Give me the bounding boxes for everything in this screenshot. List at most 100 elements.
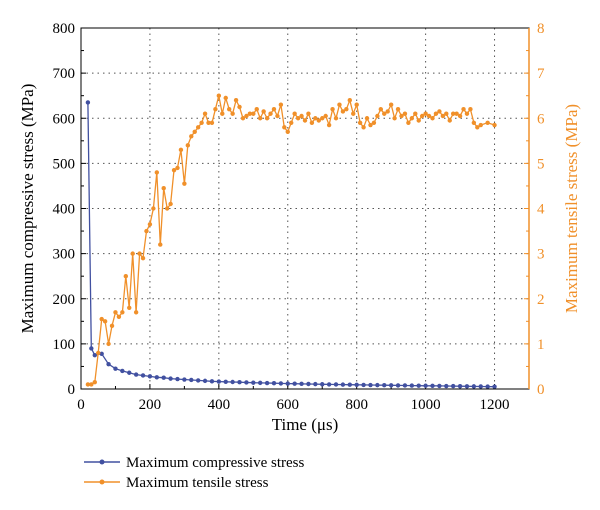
data-point-tensile-33 (199, 120, 204, 125)
data-point-tensile-111 (468, 107, 473, 112)
data-point-compressive-29 (278, 381, 284, 386)
data-point-tensile-72 (333, 116, 339, 121)
left-y-tick-label-800: 800 (53, 21, 76, 37)
data-point-compressive-5 (113, 366, 118, 371)
data-point-compressive-6 (120, 368, 125, 374)
data-point-tensile-11 (123, 273, 128, 279)
data-point-tensile-98 (423, 111, 428, 116)
data-point-compressive-30 (285, 381, 290, 386)
data-point-tensile-20 (154, 170, 160, 175)
data-point-tensile-70 (326, 122, 332, 128)
data-point-compressive-50 (423, 383, 428, 388)
data-point-tensile-81 (364, 116, 370, 121)
data-point-tensile-54 (271, 107, 277, 112)
data-point-tensile-116 (492, 122, 497, 128)
data-point-compressive-45 (388, 383, 394, 388)
series-line-tensile (87, 95, 495, 386)
data-point-tensile-28 (182, 181, 187, 186)
data-point-compressive-20 (216, 379, 222, 384)
left-y-tick-label-0: 0 (68, 382, 76, 398)
left-y-tick-label-700: 700 (53, 66, 76, 82)
data-point-tensile-16 (140, 255, 146, 261)
x-tick-label-800: 800 (345, 397, 368, 413)
data-point-tensile-36 (209, 120, 215, 125)
right-y-tick-label-0: 0 (537, 382, 545, 398)
data-point-tensile-76 (347, 98, 352, 103)
legend-item-tensile: Maximum tensile stress (84, 475, 269, 491)
x-tick-label-1000: 1000 (411, 397, 441, 413)
data-point-tensile-48 (251, 111, 256, 116)
data-point-compressive-28 (271, 381, 277, 386)
data-point-tensile-105 (447, 118, 452, 123)
data-point-tensile-31 (192, 129, 197, 134)
data-point-tensile-47 (247, 111, 253, 116)
data-point-tensile-5 (102, 319, 108, 324)
data-point-tensile-78 (354, 102, 359, 107)
data-point-tensile-95 (413, 111, 418, 116)
data-point-compressive-54 (450, 383, 456, 389)
left-y-tick-label-400: 400 (53, 202, 76, 218)
data-point-tensile-60 (292, 111, 297, 116)
right-y-tick-label-2: 2 (537, 292, 545, 308)
data-point-compressive-39 (347, 382, 352, 387)
data-point-tensile-71 (330, 107, 335, 112)
data-point-tensile-27 (178, 147, 184, 153)
data-point-tensile-106 (450, 111, 456, 116)
data-point-tensile-99 (426, 113, 432, 119)
data-point-tensile-29 (185, 143, 191, 148)
data-point-compressive-16 (189, 377, 194, 383)
data-point-tensile-94 (409, 116, 415, 121)
data-point-compressive-14 (175, 376, 180, 382)
data-point-compressive-8 (133, 372, 139, 377)
data-point-compressive-31 (292, 381, 297, 386)
data-point-tensile-109 (461, 107, 466, 112)
data-point-tensile-9 (116, 314, 122, 319)
left-y-tick-label-600: 600 (53, 111, 76, 127)
data-point-compressive-58 (478, 384, 483, 389)
data-point-compressive-36 (326, 382, 332, 387)
legend-label-compressive: Maximum compressive stress (126, 455, 304, 471)
data-point-compressive-22 (230, 379, 235, 385)
data-point-compressive-7 (127, 370, 132, 375)
data-point-compressive-18 (202, 378, 208, 384)
data-point-compressive-52 (437, 383, 442, 389)
data-point-compressive-27 (264, 380, 270, 386)
data-point-tensile-100 (430, 116, 435, 121)
data-point-tensile-12 (127, 305, 132, 310)
data-point-compressive-60 (492, 384, 497, 389)
data-point-tensile-115 (485, 120, 490, 125)
data-point-tensile-92 (402, 111, 408, 116)
data-point-tensile-104 (444, 111, 449, 116)
data-point-compressive-26 (258, 380, 263, 386)
data-point-tensile-55 (275, 113, 280, 119)
data-point-tensile-19 (151, 206, 156, 211)
data-point-compressive-53 (444, 383, 449, 389)
x-tick-label-200: 200 (139, 397, 162, 413)
legend-item-compressive: Maximum compressive stress (84, 455, 304, 471)
data-point-tensile-108 (457, 113, 463, 119)
data-point-tensile-93 (406, 120, 411, 125)
data-point-tensile-42 (230, 111, 235, 116)
right-y-tick-label-1: 1 (537, 337, 545, 353)
data-point-tensile-37 (213, 107, 218, 112)
data-point-tensile-69 (323, 113, 328, 119)
right-y-tick-label-8: 8 (537, 21, 545, 37)
data-point-tensile-35 (206, 120, 211, 125)
data-point-tensile-23 (164, 206, 170, 211)
left-y-tick-label-500: 500 (53, 156, 76, 172)
data-point-tensile-15 (137, 251, 142, 256)
x-tick-label-1200: 1200 (480, 397, 510, 413)
data-point-compressive-47 (402, 383, 408, 388)
data-point-tensile-52 (264, 116, 270, 121)
x-axis-title: Time (μs) (272, 415, 339, 434)
data-point-compressive-38 (340, 382, 346, 387)
legend-marker-compressive (99, 459, 105, 465)
data-point-compressive-23 (237, 380, 242, 385)
data-point-tensile-24 (168, 201, 173, 207)
data-point-tensile-8 (113, 310, 118, 315)
data-point-tensile-64 (306, 111, 311, 116)
data-point-tensile-68 (320, 116, 325, 121)
data-point-tensile-88 (388, 102, 394, 107)
data-point-tensile-44 (237, 104, 242, 110)
data-point-compressive-24 (244, 380, 249, 385)
